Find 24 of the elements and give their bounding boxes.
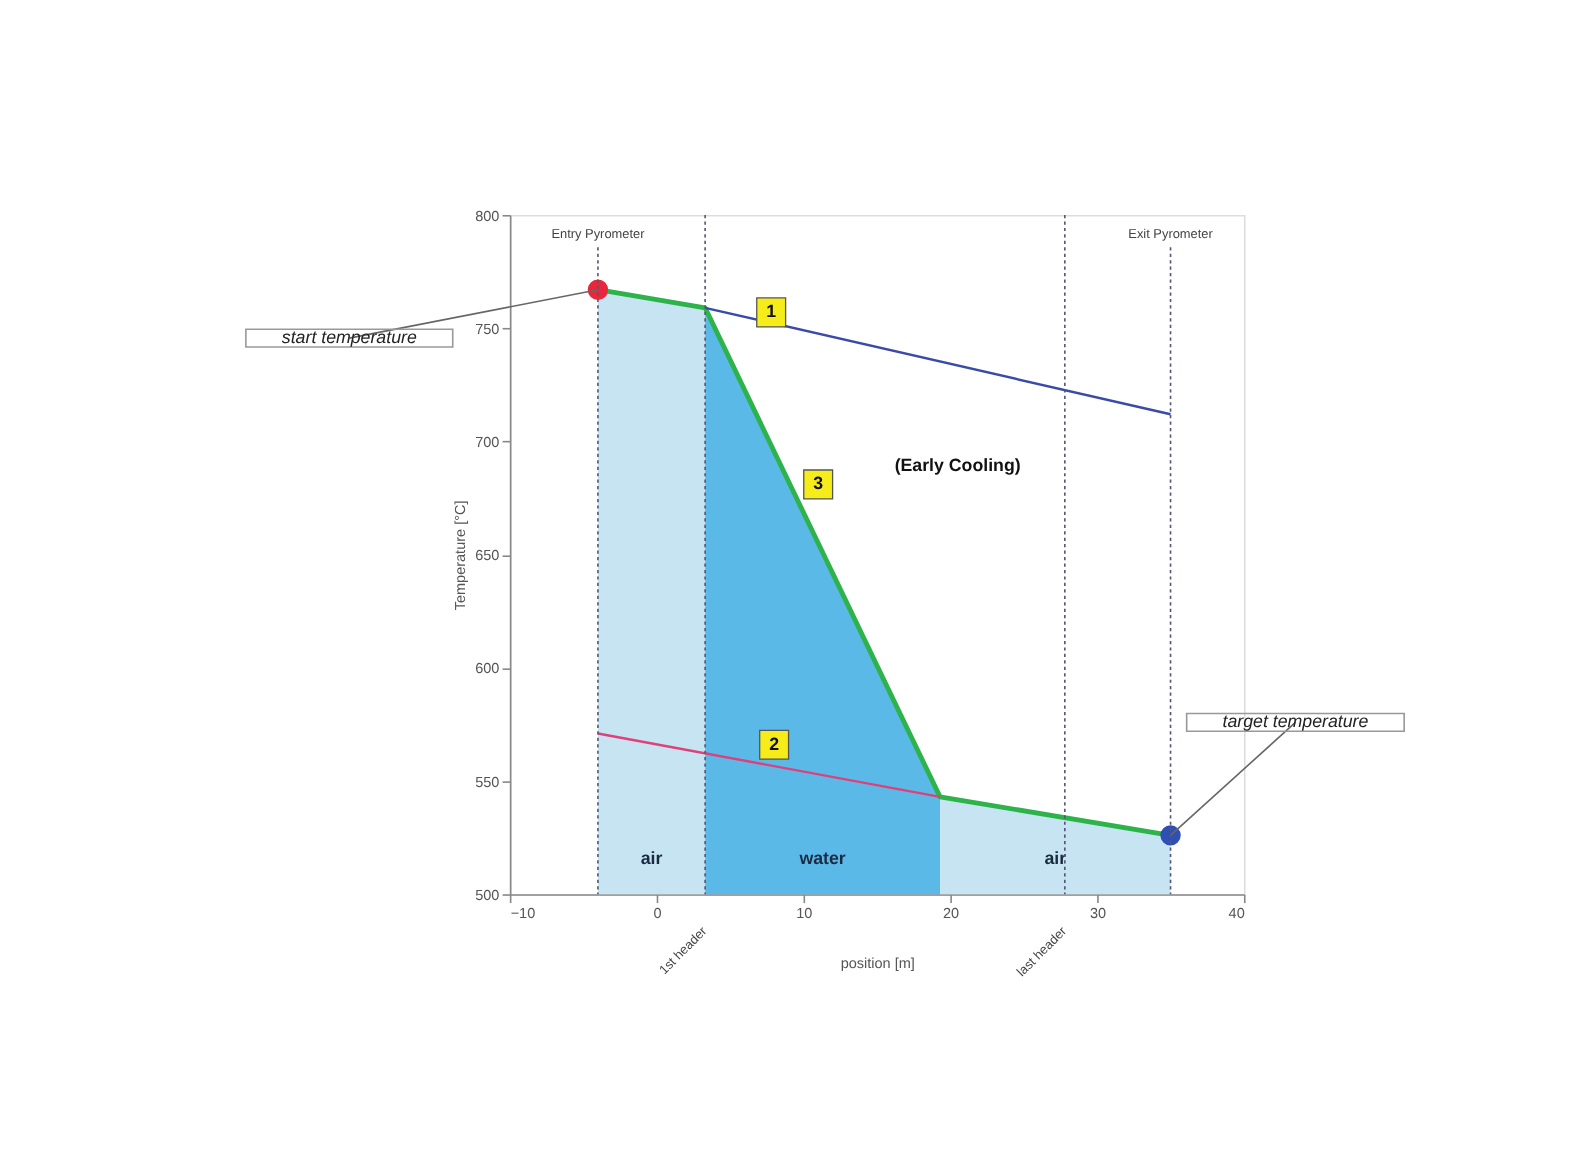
- x-tick-label: 30: [1089, 903, 1107, 922]
- series-label: air: [640, 847, 664, 868]
- y-tick-label: 800: [475, 206, 500, 225]
- annotation: 3: [813, 473, 824, 494]
- y-tick-label: 750: [475, 319, 500, 338]
- annotation: 1: [766, 301, 777, 322]
- x-tick-label: −10: [510, 903, 536, 922]
- annotation: (Early Cooling): [894, 455, 1021, 476]
- y-tick-label: 700: [475, 433, 500, 452]
- y-tick-label: 650: [475, 546, 500, 565]
- x-tick-label: 10: [796, 903, 813, 922]
- annotation: start temperature: [281, 326, 417, 347]
- x-tick-label: 40: [1228, 903, 1245, 922]
- y-axis-title: Temperature [°C]: [451, 500, 470, 611]
- x-axis-title: position [m]: [840, 953, 915, 972]
- series-label: air: [1044, 847, 1068, 868]
- y-tick-label: 500: [475, 885, 500, 904]
- annotation: target temperature: [1222, 711, 1369, 732]
- series-label: water: [797, 847, 847, 868]
- x-tick-label: 0: [653, 903, 662, 922]
- x-tick-label: 20: [943, 903, 960, 922]
- annotation: 2: [769, 733, 780, 754]
- y-tick-label: 600: [475, 659, 500, 678]
- y-tick-label: 550: [475, 772, 500, 791]
